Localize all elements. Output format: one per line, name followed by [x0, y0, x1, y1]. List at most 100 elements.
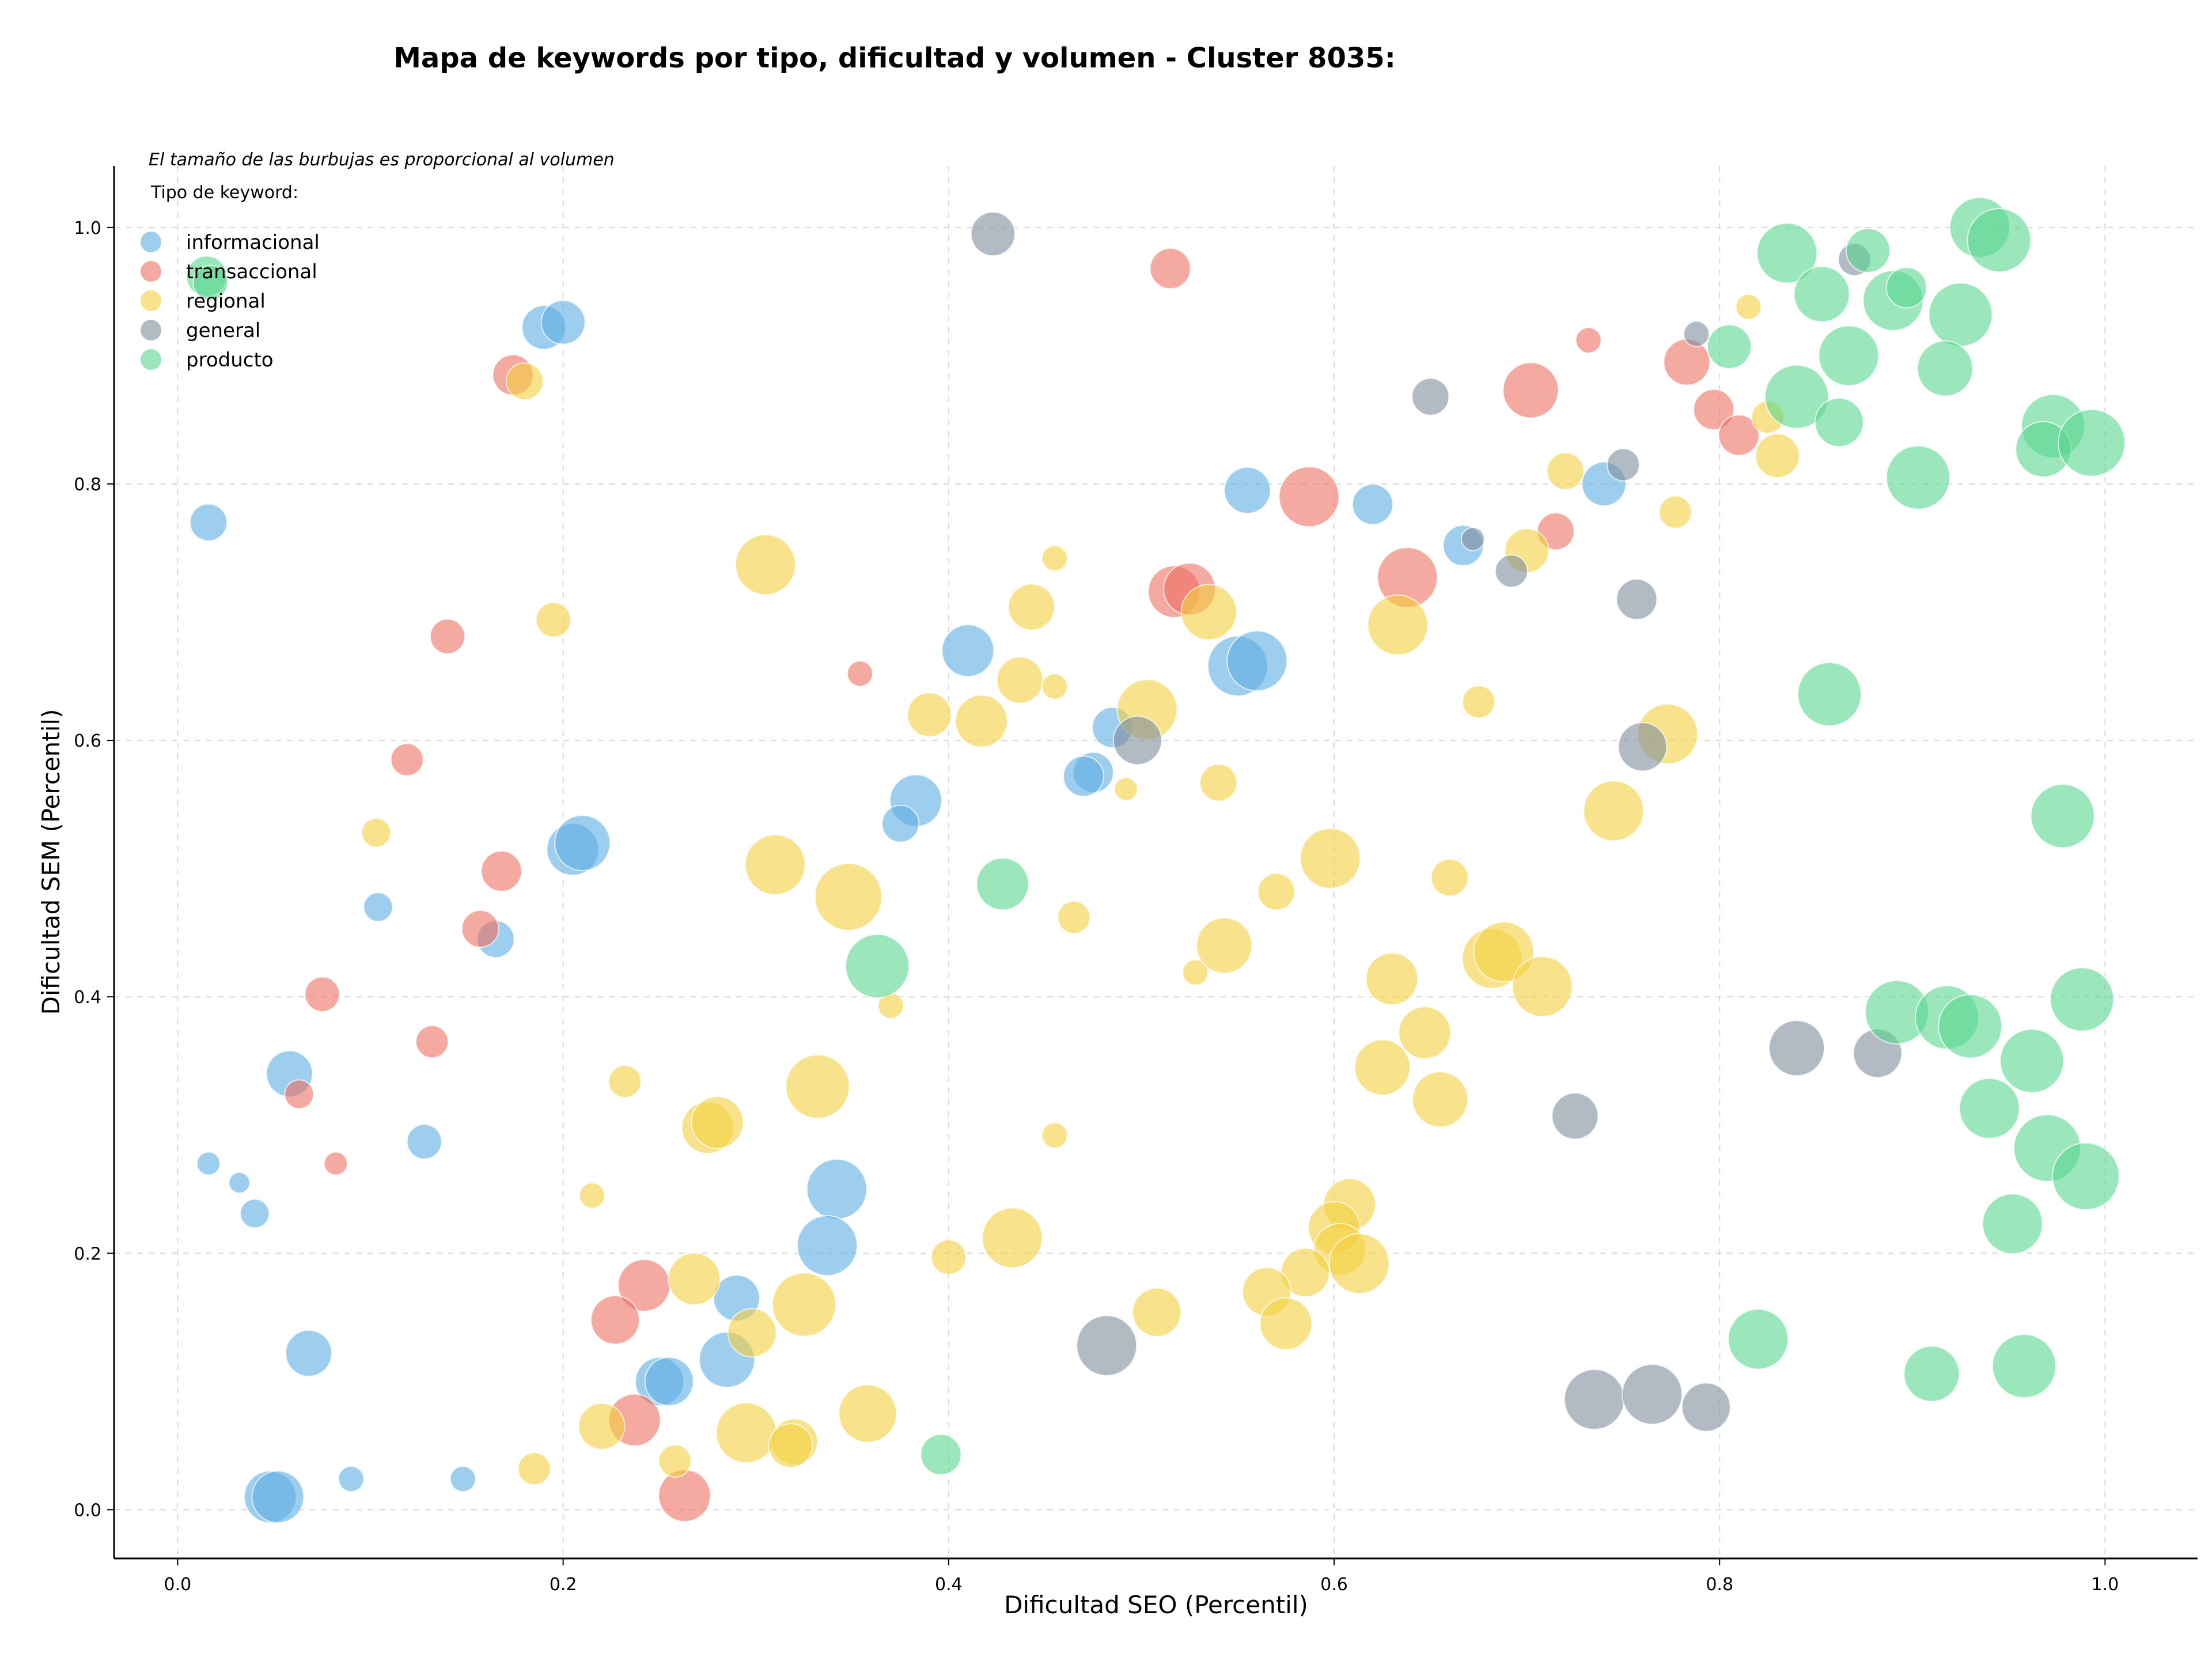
x-tick-label: 0.4	[935, 1575, 963, 1595]
bubble-informacional	[1351, 483, 1393, 525]
legend-marker-general	[141, 320, 161, 340]
bubble-regional	[838, 1384, 897, 1443]
bubble-regional	[1113, 777, 1138, 801]
bubble-informacional	[285, 1329, 332, 1377]
axes: 0.0 0.2 0.4 0.6 0.8 1.0 0.0 0.2 0.4 0.6 0.8 1.0	[74, 166, 2198, 1595]
bubble-transaccional	[658, 1469, 711, 1522]
bubble-producto	[1845, 228, 1891, 273]
bubble-regional	[517, 1452, 551, 1486]
x-tick-label: 1.0	[2092, 1575, 2119, 1595]
bubble-general	[1411, 377, 1450, 416]
x-tick-label: 0.0	[164, 1575, 192, 1595]
bubble-transaccional	[284, 1079, 315, 1110]
bubble-informacional	[1224, 467, 1271, 514]
bubble-transaccional	[390, 743, 424, 777]
bubbles	[185, 196, 2126, 1524]
bubble-informacional	[1226, 630, 1288, 692]
bubble-regional	[1328, 1233, 1390, 1295]
y-tick-label: 0.6	[74, 731, 101, 751]
bubble-regional	[814, 862, 882, 931]
bubble-producto	[192, 264, 229, 301]
bubble-regional	[768, 1423, 813, 1469]
bubble-general	[1768, 1020, 1825, 1077]
bubble-regional	[535, 601, 571, 638]
bubble-producto	[1938, 994, 2003, 1059]
bubble-regional	[1354, 1039, 1411, 1096]
bubble-regional	[1199, 763, 1238, 802]
bubble-general	[1616, 578, 1658, 620]
bubble-transaccional	[429, 618, 465, 654]
bubble-regional	[982, 1207, 1043, 1269]
bubble-regional	[785, 1054, 850, 1119]
bubble-producto	[2030, 784, 2095, 849]
bubble-informacional	[644, 1356, 694, 1406]
bubble-transaccional	[1693, 388, 1735, 430]
bubble-transaccional	[590, 1295, 640, 1345]
bubble-informacional	[1063, 755, 1105, 797]
bubble-informacional	[228, 1171, 251, 1194]
bubble-regional	[1196, 917, 1253, 974]
bubble-producto	[1903, 1345, 1960, 1402]
bubble-producto	[976, 857, 1029, 911]
grid	[114, 166, 2198, 1558]
legend-label: informacional	[186, 231, 320, 254]
bubble-transaccional	[1718, 414, 1760, 456]
legend-marker-regional	[141, 290, 161, 311]
legend-label: regional	[186, 290, 266, 313]
bubble-regional	[907, 692, 952, 737]
bubble-producto	[2051, 1142, 2120, 1210]
x-tick-label: 0.8	[1706, 1575, 1733, 1595]
bubble-regional	[1473, 921, 1535, 983]
bubble-producto	[845, 933, 910, 998]
y-axis-label: Dificultad SEM (Percentil)	[37, 709, 65, 1015]
bubble-transaccional	[323, 1151, 348, 1176]
bubble-general	[1606, 448, 1640, 482]
bubble-general	[1618, 722, 1668, 772]
bubble-general	[1460, 527, 1485, 551]
bubble-producto	[1797, 661, 1862, 727]
bubble-general	[970, 211, 1016, 256]
legend-title: Tipo de keyword:	[150, 183, 298, 203]
bubble-regional	[1512, 956, 1573, 1017]
bubble-regional	[1398, 1006, 1452, 1060]
bubble-regional	[505, 362, 544, 400]
bubble-general	[1551, 1092, 1599, 1140]
bubble-regional	[955, 694, 1008, 748]
bubble-transaccional	[304, 976, 340, 1012]
bubble-informacional	[941, 624, 995, 678]
bubble-producto	[2050, 967, 2115, 1032]
y-tick-label: 0.8	[74, 475, 101, 495]
bubble-regional	[1412, 1071, 1469, 1128]
bubble-regional	[771, 1272, 836, 1337]
legend-marker-transaccional	[141, 261, 161, 282]
bubble-regional	[1461, 685, 1495, 719]
bubble-regional	[1259, 1297, 1313, 1350]
bubble-regional	[1132, 1287, 1182, 1337]
bubble-producto	[1728, 1308, 1789, 1370]
bubble-producto	[1818, 325, 1880, 387]
bubble-regional	[715, 1402, 777, 1463]
bubble-informacional	[251, 1470, 305, 1524]
bubble-regional	[1546, 452, 1585, 490]
bubble-informacional	[196, 1151, 221, 1176]
bubble-regional	[361, 818, 392, 848]
bubble-informacional	[881, 804, 920, 843]
y-tick-label: 1.0	[74, 218, 101, 239]
bubble-transaccional	[1663, 338, 1711, 386]
bubble-general	[1563, 1369, 1625, 1431]
bubble-regional	[578, 1402, 626, 1450]
x-tick-label: 0.2	[550, 1575, 577, 1595]
bubble-regional	[744, 834, 806, 895]
y-tick-label: 0.2	[74, 1244, 101, 1264]
bubble-producto	[1706, 324, 1752, 369]
bubble-informacional	[338, 1466, 365, 1493]
bubble-producto	[1814, 398, 1864, 448]
bubble-regional	[1182, 959, 1209, 986]
bubble-regional	[1365, 952, 1419, 1006]
bubble-transaccional	[1575, 327, 1602, 354]
bubble-producto	[1885, 445, 1950, 510]
bubble-transaccional	[1502, 362, 1559, 419]
bubble-regional	[1180, 584, 1237, 641]
legend: informacional transaccional regional genera…	[141, 231, 320, 372]
